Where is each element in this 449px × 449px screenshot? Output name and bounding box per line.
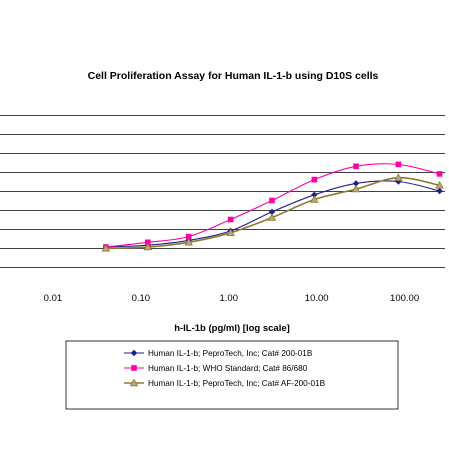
x-axis-label: h-IL-1b (pg/ml) [log scale] — [174, 323, 290, 334]
series-3 — [101, 173, 444, 252]
data-point — [352, 180, 360, 187]
data-point — [268, 208, 276, 216]
x-tick-label: 1.00 — [220, 293, 239, 304]
data-point — [184, 237, 193, 246]
legend-marker — [129, 378, 139, 387]
data-point — [267, 213, 277, 221]
data-point — [143, 242, 153, 251]
data-point — [311, 191, 318, 198]
legend-marker — [130, 349, 138, 357]
legend-label: Human IL-1-b; PeproTech, Inc; Cat# AF-20… — [148, 379, 326, 388]
data-point — [394, 173, 403, 181]
data-point — [395, 178, 402, 185]
data-point — [436, 171, 443, 177]
series-line — [105, 163, 440, 248]
data-point — [101, 243, 111, 252]
data-point — [145, 239, 151, 246]
legend-item: Human IL-1-b; PeproTech, Inc; Cat# 200-0… — [124, 349, 313, 358]
data-point — [311, 176, 318, 183]
x-tick-label: 100.00 — [390, 293, 419, 304]
data-point — [351, 184, 361, 193]
gridlines — [0, 115, 445, 268]
data-point — [227, 216, 234, 223]
data-point — [226, 228, 235, 237]
series-1 — [102, 178, 443, 251]
legend: Human IL-1-b; PeproTech, Inc; Cat# 200-0… — [124, 349, 326, 388]
data-point — [436, 187, 443, 195]
series-group — [101, 161, 444, 252]
legend-label: Human IL-1-b; WHO Standard; Cat# 86/680 — [148, 364, 308, 373]
series-2 — [103, 161, 443, 250]
legend-item: Human IL-1-b; WHO Standard; Cat# 86/680 — [124, 364, 308, 373]
legend-marker — [131, 365, 137, 371]
data-point — [310, 195, 319, 203]
legend-box — [65, 340, 399, 410]
legend-item: Human IL-1-b; PeproTech, Inc; Cat# AF-20… — [124, 378, 326, 388]
x-tick-label: 0.10 — [132, 293, 151, 304]
data-point — [185, 233, 192, 240]
x-tick-label: 10.00 — [305, 293, 329, 304]
legend-label: Human IL-1-b; PeproTech, Inc; Cat# 200-0… — [148, 349, 313, 358]
x-axis-ticks: 0.01 0.10 1.00 10.00 100.00 — [44, 293, 419, 304]
data-point — [269, 197, 275, 204]
chart-title: Cell Proliferation Assay for Human IL-1-… — [88, 70, 379, 82]
x-tick-label: 0.01 — [44, 293, 63, 304]
data-point — [353, 163, 359, 170]
data-point — [395, 161, 402, 168]
data-point — [435, 180, 444, 189]
